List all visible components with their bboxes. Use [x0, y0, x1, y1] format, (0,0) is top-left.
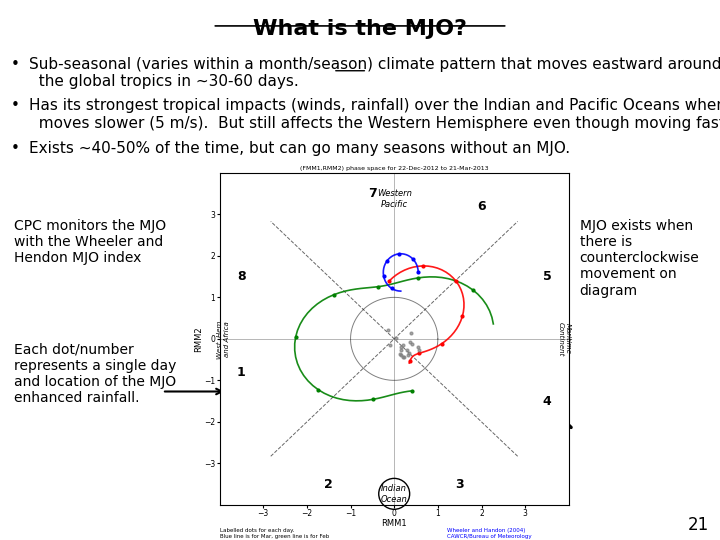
Text: 8: 8	[237, 270, 246, 283]
Point	[397, 340, 409, 349]
Text: •: •	[11, 98, 19, 113]
Point	[413, 345, 425, 354]
Text: CPC monitors the MJO
with the Wheeler and
Hendon MJO index: CPC monitors the MJO with the Wheeler an…	[14, 219, 166, 265]
Text: 7: 7	[368, 187, 377, 200]
Text: 21: 21	[688, 516, 709, 534]
Point	[390, 334, 402, 342]
Point	[404, 338, 415, 346]
Text: 1: 1	[237, 366, 246, 379]
Text: MJO exists when
there is
counterclockwise
movement on
diagram: MJO exists when there is counterclockwis…	[580, 219, 699, 298]
X-axis label: RMM1: RMM1	[382, 519, 407, 529]
Text: •: •	[11, 57, 19, 72]
Text: 3: 3	[455, 478, 464, 491]
Text: Indian
Ocean: Indian Ocean	[381, 484, 408, 503]
Text: Labelled dots for each day.
Blue line is for Mar, green line is for Feb: Labelled dots for each day. Blue line is…	[220, 528, 329, 538]
Text: Has its strongest tropical impacts (winds, rainfall) over the Indian and Pacific: Has its strongest tropical impacts (wind…	[29, 98, 720, 131]
Point	[402, 346, 413, 354]
Point	[382, 326, 394, 334]
Point	[395, 343, 407, 352]
Point	[405, 328, 417, 337]
Text: Western
Pacific: Western Pacific	[377, 190, 412, 209]
Point	[395, 349, 406, 358]
Text: 4: 4	[543, 395, 552, 408]
Text: Wheeler and Handon (2004)
CAWCR/Bureau of Meteorology: Wheeler and Handon (2004) CAWCR/Bureau o…	[446, 528, 531, 538]
Point	[406, 340, 418, 348]
Text: 2: 2	[324, 478, 333, 491]
Point	[413, 343, 424, 352]
Text: Each dot/number
represents a single day
and location of the MJO
enhanced rainfal: Each dot/number represents a single day …	[14, 343, 177, 406]
Text: 6: 6	[477, 199, 486, 213]
Y-axis label: RMM2: RMM2	[194, 326, 203, 352]
Point	[404, 348, 415, 357]
Point	[395, 346, 407, 354]
Point	[395, 350, 407, 359]
Point	[397, 353, 409, 361]
Text: What is the MJO?: What is the MJO?	[253, 19, 467, 39]
Point	[398, 353, 410, 361]
Text: West. Hem.
and Africa: West. Hem. and Africa	[217, 319, 230, 359]
Title: (FMM1,RMM2) phase space for 22-Dec-2012 to 21-Mar-2013: (FMM1,RMM2) phase space for 22-Dec-2012 …	[300, 166, 488, 171]
Point	[384, 341, 396, 349]
Text: Maritime
Continent: Maritime Continent	[558, 322, 571, 356]
Text: 5: 5	[543, 270, 552, 283]
Text: Exists ~40-50% of the time, but can go many seasons without an MJO.: Exists ~40-50% of the time, but can go m…	[29, 141, 570, 157]
Text: Sub-seasonal (varies within a month/season) climate pattern that moves eastward : Sub-seasonal (varies within a month/seas…	[29, 57, 720, 89]
Point	[402, 351, 413, 360]
Text: •: •	[11, 141, 19, 157]
